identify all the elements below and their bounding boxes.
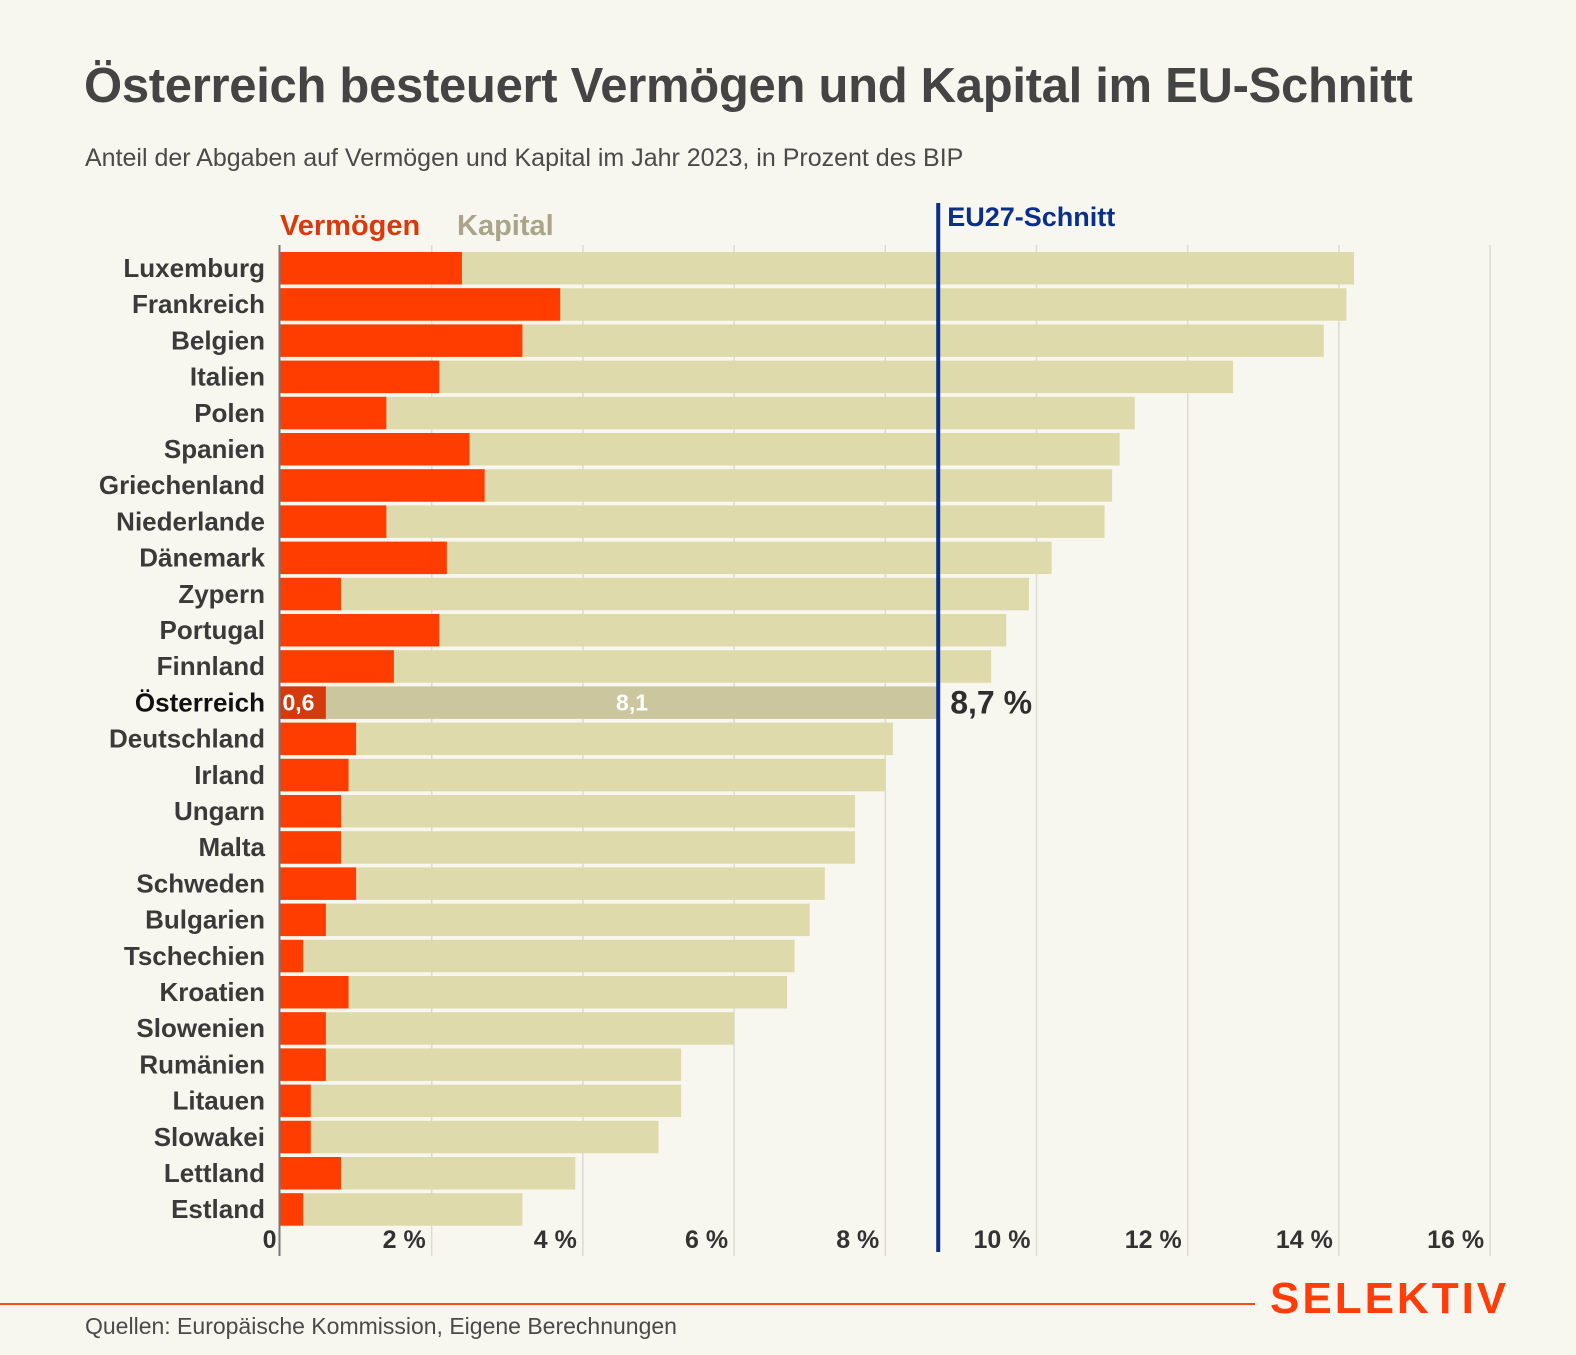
bar-vermoegen [280, 541, 447, 575]
bar-vermoegen [280, 505, 387, 538]
category-label: Kroatien [160, 977, 265, 1007]
bar-kapital [280, 1084, 682, 1118]
bar-vermoegen [280, 324, 523, 357]
bar-vermoegen [280, 976, 349, 1009]
bar-vermoegen [280, 288, 561, 321]
category-label: Estland [171, 1194, 265, 1224]
x-tick-label: 4 % [534, 1226, 577, 1254]
category-label: Belgien [171, 325, 265, 355]
footer-divider [0, 1303, 1255, 1305]
stacked-bar-chart: Luxemburg Frankreich Belgien Italien Polen Sp… [99, 202, 1491, 1256]
bar-kapital [280, 903, 810, 937]
bar-vermoegen [280, 1120, 311, 1154]
x-tick-label: 6 % [685, 1226, 728, 1254]
bar-vermoegen [280, 1193, 304, 1226]
legend-vermoegen: Vermögen [280, 210, 420, 242]
data-label-vermoegen: 0,6 [283, 689, 315, 715]
category-label: Österreich [135, 687, 265, 717]
bar-kapital [280, 939, 795, 973]
bar-kapital [280, 795, 856, 828]
bar-vermoegen [280, 903, 326, 937]
bar-kapital [280, 1120, 659, 1154]
category-label: Dänemark [139, 543, 265, 573]
bar-vermoegen [280, 433, 470, 466]
bar-kapital [280, 831, 856, 864]
bar-vermoegen [280, 686, 326, 719]
eu-average-label: EU27-Schnitt [947, 202, 1115, 232]
data-label-total: 8,7 % [950, 684, 1032, 720]
x-tick-label: 2 % [383, 1226, 426, 1254]
category-label: Litauen [173, 1086, 265, 1116]
category-label: Italien [190, 362, 265, 392]
bar-kapital [280, 867, 825, 900]
bar-vermoegen [280, 396, 387, 430]
bar-vermoegen [280, 1048, 326, 1081]
category-label: Portugal [160, 615, 265, 645]
category-label: Niederlande [116, 506, 265, 536]
bar-vermoegen [280, 939, 304, 973]
bar-kapital [280, 1012, 735, 1045]
category-label: Finnland [157, 651, 265, 681]
bar-kapital [280, 650, 992, 683]
bar-kapital [280, 1193, 523, 1226]
bar-vermoegen [280, 650, 394, 683]
x-tick-label: 12 % [1125, 1226, 1182, 1254]
category-label: Deutschland [109, 724, 265, 754]
x-tick-label: 16 % [1427, 1226, 1484, 1254]
category-label: Tschechien [124, 941, 265, 971]
category-label: Polen [194, 398, 265, 428]
bar-kapital [280, 577, 1029, 611]
bar-vermoegen [280, 360, 440, 394]
category-label: Frankreich [132, 289, 265, 319]
bar-kapital [280, 686, 939, 719]
bar-kapital [280, 722, 893, 756]
category-label: Slowakei [154, 1122, 265, 1152]
bar-kapital [280, 976, 788, 1009]
bar-vermoegen [280, 795, 341, 828]
bar-vermoegen [280, 722, 357, 756]
bar-vermoegen [280, 867, 357, 900]
bar-vermoegen [280, 1084, 311, 1118]
bar-vermoegen [280, 614, 440, 647]
category-label: Malta [199, 832, 266, 862]
category-label: Irland [194, 760, 265, 790]
source-note: Quellen: Europäische Kommission, Eigene … [85, 1313, 677, 1339]
chart-subtitle: Anteil der Abgaben auf Vermögen und Kapi… [85, 144, 964, 172]
bar-kapital [280, 758, 886, 792]
category-label: Bulgarien [145, 905, 265, 935]
category-label: Zypern [178, 579, 265, 609]
category-label: Griechenland [99, 470, 265, 500]
x-tick-label: 14 % [1276, 1226, 1333, 1254]
bar-kapital [280, 505, 1105, 538]
category-label: Schweden [136, 868, 265, 898]
category-label: Rumänien [139, 1049, 265, 1079]
category-label: Spanien [164, 434, 265, 464]
chart-title: Österreich besteuert Vermögen und Kapita… [84, 59, 1413, 113]
bar-kapital [280, 1048, 682, 1081]
category-label: Lettland [164, 1158, 265, 1188]
category-label: Luxemburg [123, 253, 265, 283]
bar-vermoegen [280, 831, 341, 864]
category-label: Ungarn [174, 796, 265, 826]
bar-vermoegen [280, 758, 349, 792]
data-label-kapital: 8,1 [616, 689, 648, 715]
legend-kapital: Kapital [457, 210, 554, 242]
x-tick-label: 10 % [974, 1226, 1031, 1254]
x-tick-label: 8 % [836, 1226, 879, 1254]
bar-vermoegen [280, 577, 341, 611]
bar-vermoegen [280, 469, 485, 502]
x-tick-label: 0 [263, 1226, 277, 1254]
bar-vermoegen [280, 1157, 341, 1190]
bar-vermoegen [280, 1012, 326, 1045]
brand-logo: SELEKTIV [1270, 1274, 1510, 1323]
bar-kapital [280, 396, 1135, 430]
bar-vermoegen [280, 252, 462, 285]
category-label: Slowenien [136, 1013, 265, 1043]
